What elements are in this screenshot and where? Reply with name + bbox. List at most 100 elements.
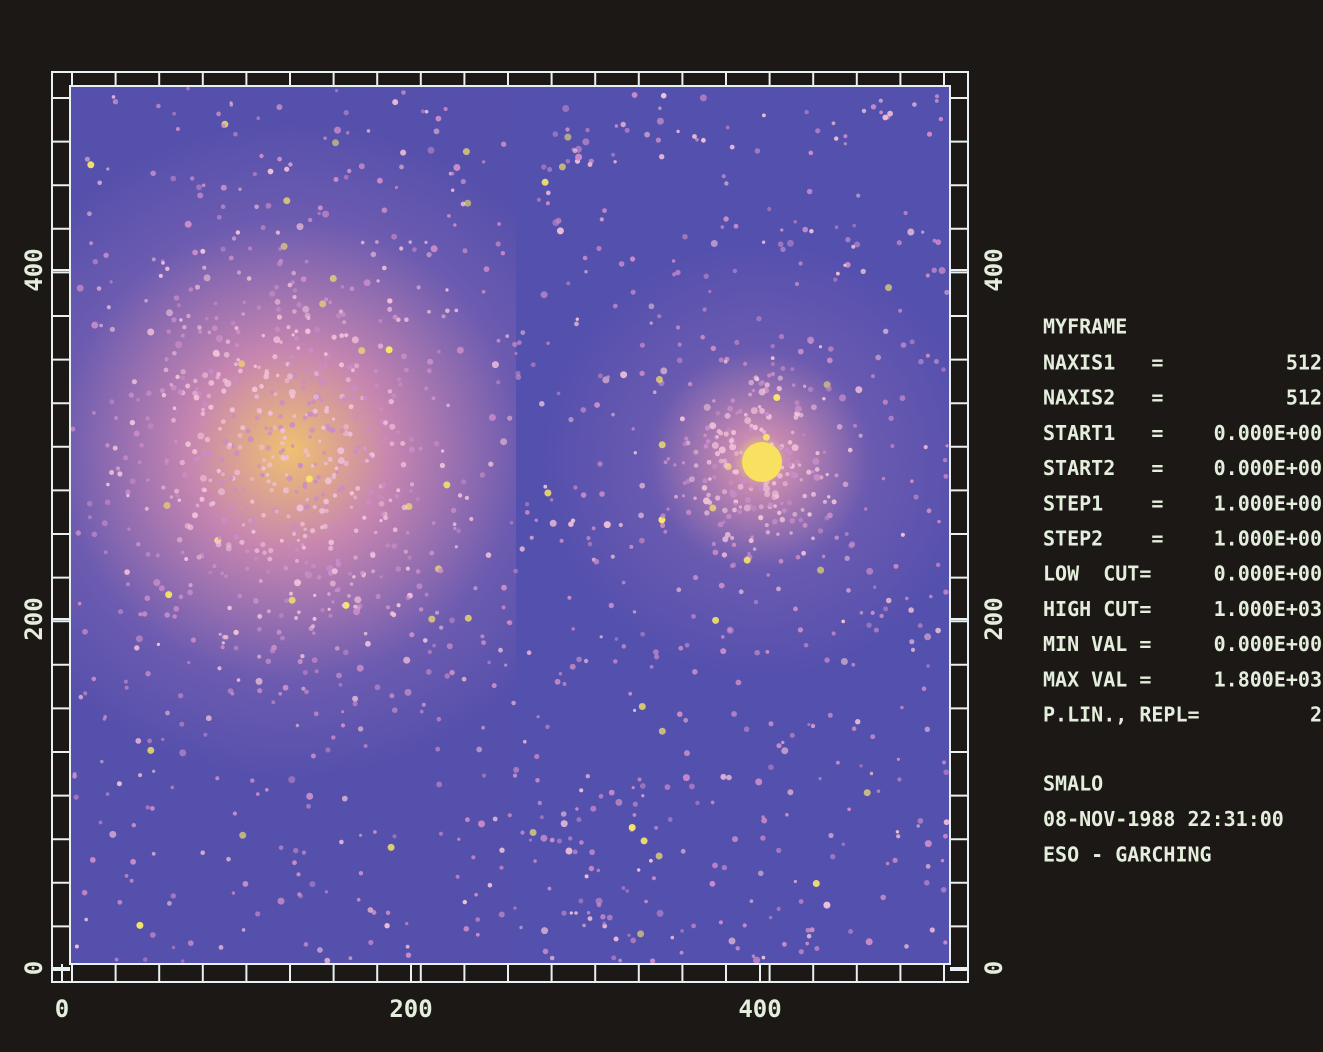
- info-key: MAX VAL =: [1043, 667, 1151, 691]
- star: [672, 272, 676, 276]
- star: [691, 614, 696, 619]
- star: [85, 157, 90, 162]
- star: [323, 499, 329, 505]
- star: [290, 355, 294, 359]
- star: [520, 831, 524, 835]
- star: [465, 496, 469, 500]
- star: [847, 808, 851, 812]
- star: [753, 425, 758, 430]
- star: [848, 543, 854, 549]
- star: [113, 446, 118, 451]
- star: [677, 711, 683, 717]
- star: [882, 115, 888, 121]
- star: [719, 447, 726, 454]
- star: [196, 504, 200, 508]
- star: [250, 778, 254, 782]
- star: [712, 442, 719, 449]
- star: [943, 770, 949, 776]
- star: [457, 838, 460, 841]
- star: [381, 496, 384, 499]
- star: [146, 391, 151, 396]
- star: [172, 351, 177, 356]
- star: [273, 426, 278, 431]
- star: [769, 721, 774, 726]
- star: [328, 614, 332, 618]
- star: [706, 493, 711, 498]
- star: [799, 262, 803, 266]
- star: [707, 460, 712, 465]
- star: [632, 427, 635, 430]
- star: [808, 339, 813, 344]
- star: [97, 181, 102, 186]
- star: [848, 929, 853, 934]
- star: [449, 670, 454, 675]
- star: [416, 497, 420, 501]
- star: [683, 774, 690, 781]
- star: [328, 300, 332, 304]
- star: [347, 169, 351, 173]
- star: [171, 317, 176, 322]
- star: [574, 911, 578, 915]
- star: [826, 473, 829, 476]
- star: [232, 414, 237, 419]
- star: [686, 510, 691, 515]
- star: [245, 549, 249, 553]
- info-key: STEP1 =: [1043, 491, 1163, 515]
- star: [165, 462, 169, 466]
- star: [398, 382, 402, 386]
- star: [87, 161, 94, 168]
- star: [427, 310, 431, 314]
- star: [107, 305, 111, 309]
- star: [332, 568, 338, 574]
- star: [780, 444, 784, 448]
- star: [242, 523, 245, 526]
- star: [684, 437, 688, 441]
- star: [341, 312, 346, 317]
- star: [357, 665, 364, 672]
- star: [805, 110, 809, 114]
- star: [581, 492, 587, 498]
- star: [798, 349, 804, 355]
- star: [172, 946, 175, 949]
- star: [568, 417, 573, 422]
- star: [305, 561, 309, 565]
- star: [387, 307, 392, 312]
- star: [179, 749, 186, 756]
- star: [557, 392, 561, 396]
- star: [943, 940, 947, 944]
- star: [281, 243, 288, 250]
- star: [657, 118, 664, 125]
- star: [390, 611, 395, 616]
- star: [787, 789, 793, 795]
- star: [660, 367, 667, 374]
- star: [354, 529, 359, 534]
- star: [314, 711, 319, 716]
- star: [335, 467, 339, 471]
- star: [510, 521, 514, 525]
- star: [596, 246, 601, 251]
- star: [123, 455, 128, 460]
- star: [453, 527, 456, 530]
- star: [924, 633, 931, 640]
- star: [799, 949, 804, 954]
- star: [243, 881, 249, 887]
- star: [179, 318, 182, 321]
- star: [391, 543, 397, 549]
- star: [667, 457, 670, 460]
- star: [929, 595, 933, 599]
- star: [216, 353, 220, 357]
- star: [165, 711, 170, 716]
- star: [325, 506, 328, 509]
- star: [313, 617, 317, 621]
- star: [222, 635, 227, 640]
- star: [296, 580, 300, 584]
- star: [268, 411, 273, 416]
- star: [874, 628, 879, 633]
- star: [352, 336, 359, 343]
- star: [621, 886, 625, 890]
- star: [537, 198, 541, 202]
- star: [147, 329, 154, 336]
- star: [905, 597, 909, 601]
- star: [650, 958, 655, 963]
- star: [816, 451, 820, 455]
